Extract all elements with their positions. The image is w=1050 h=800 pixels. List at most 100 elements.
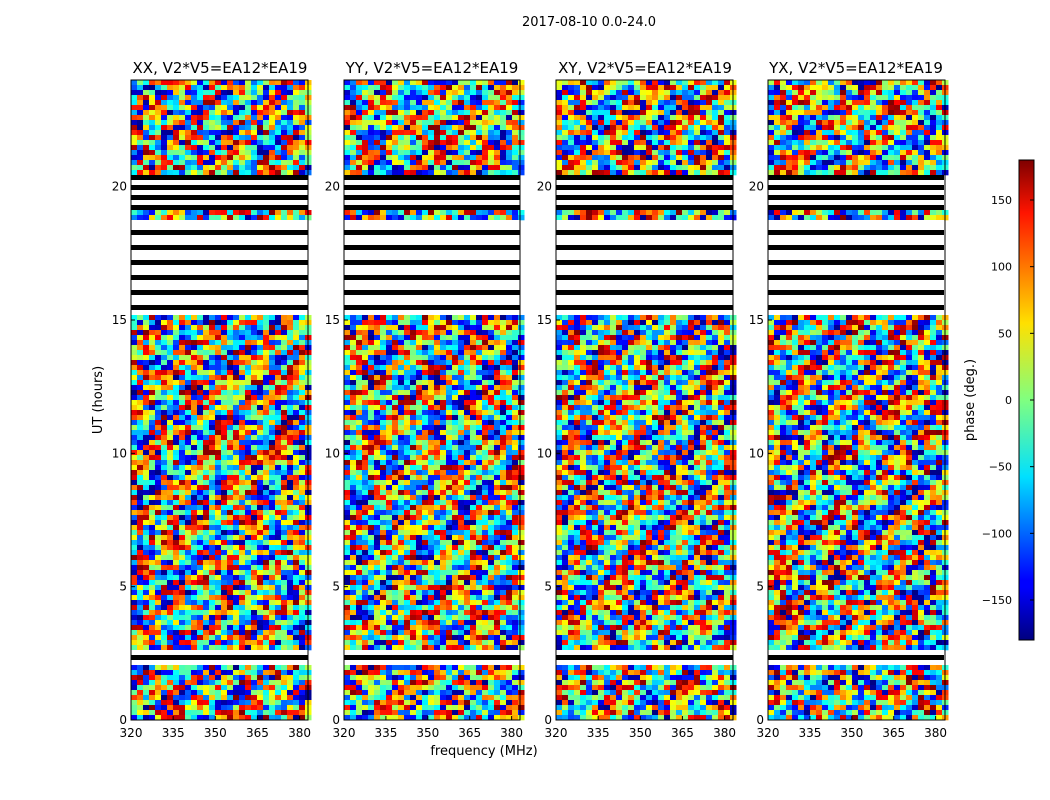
heatmap-row bbox=[344, 270, 520, 275]
heatmap-cell bbox=[287, 545, 294, 551]
heatmap-cell bbox=[299, 625, 306, 631]
heatmap-cell bbox=[398, 345, 405, 351]
heatmap-cell bbox=[281, 675, 288, 681]
heatmap-cell bbox=[512, 155, 519, 161]
y-tick-label: 10 bbox=[112, 446, 127, 460]
heatmap-cell bbox=[221, 335, 228, 341]
heatmap-cell bbox=[482, 505, 489, 511]
heatmap-cell bbox=[281, 565, 288, 571]
heatmap-cell bbox=[494, 100, 501, 106]
heatmap-cell bbox=[281, 570, 288, 576]
heatmap-cell bbox=[293, 565, 300, 571]
heatmap-cell bbox=[239, 685, 246, 691]
heatmap-cell bbox=[416, 140, 423, 146]
heatmap-cell bbox=[470, 130, 477, 136]
heatmap-cell bbox=[356, 110, 363, 116]
heatmap-cell bbox=[299, 690, 306, 696]
heatmap-cell bbox=[263, 645, 270, 651]
heatmap-cell bbox=[185, 460, 192, 466]
heatmap-cell bbox=[173, 580, 180, 586]
heatmap-cell bbox=[179, 365, 186, 371]
heatmap-cell bbox=[269, 395, 276, 401]
heatmap-row bbox=[131, 650, 308, 655]
heatmap-cell bbox=[470, 110, 477, 116]
heatmap-cell bbox=[422, 110, 429, 116]
heatmap-cell bbox=[344, 530, 351, 536]
heatmap-cell bbox=[221, 710, 228, 716]
heatmap-cell bbox=[179, 320, 186, 326]
heatmap-cell bbox=[392, 510, 399, 516]
heatmap-cell bbox=[215, 595, 222, 601]
heatmap-cell bbox=[269, 135, 276, 141]
heatmap-cell bbox=[155, 95, 162, 101]
heatmap-cell bbox=[239, 580, 246, 586]
heatmap-cell bbox=[362, 105, 369, 111]
heatmap-cell bbox=[362, 385, 369, 391]
heatmap-cell bbox=[203, 345, 210, 351]
heatmap-cell bbox=[299, 675, 306, 681]
heatmap-cell bbox=[512, 475, 519, 481]
heatmap-cell bbox=[209, 90, 216, 96]
heatmap-cell bbox=[251, 620, 258, 626]
heatmap-cell bbox=[380, 365, 387, 371]
heatmap-cell bbox=[380, 100, 387, 106]
heatmap-cell bbox=[137, 125, 144, 131]
heatmap-cell bbox=[197, 390, 204, 396]
heatmap-cell bbox=[518, 320, 525, 326]
heatmap-cell bbox=[179, 385, 186, 391]
heatmap-cell bbox=[299, 385, 306, 391]
heatmap-cell bbox=[293, 510, 300, 516]
heatmap-cell bbox=[221, 140, 228, 146]
heatmap-cell bbox=[233, 575, 240, 581]
heatmap-cell bbox=[269, 715, 276, 721]
heatmap-cell bbox=[161, 365, 168, 371]
heatmap-cell bbox=[257, 600, 264, 606]
heatmap-cell bbox=[209, 80, 216, 86]
heatmap-cell bbox=[155, 640, 162, 646]
heatmap-cell bbox=[131, 460, 138, 466]
heatmap-cell bbox=[233, 590, 240, 596]
heatmap-cell bbox=[197, 415, 204, 421]
heatmap-cell bbox=[410, 155, 417, 161]
heatmap-cell bbox=[287, 90, 294, 96]
heatmap-cell bbox=[368, 155, 375, 161]
heatmap-cell bbox=[452, 415, 459, 421]
heatmap-cell bbox=[299, 165, 306, 171]
heatmap-cell bbox=[227, 400, 234, 406]
heatmap-cell bbox=[488, 515, 495, 521]
heatmap-cell bbox=[245, 350, 252, 356]
heatmap-cell bbox=[197, 635, 204, 641]
heatmap-cell bbox=[197, 160, 204, 166]
heatmap-cell bbox=[263, 415, 270, 421]
heatmap-cell bbox=[512, 430, 519, 436]
heatmap-cell bbox=[440, 515, 447, 521]
heatmap-cell bbox=[368, 455, 375, 461]
heatmap-cell bbox=[398, 375, 405, 381]
heatmap-cell bbox=[281, 695, 288, 701]
heatmap-cell bbox=[191, 345, 198, 351]
heatmap-cell bbox=[239, 385, 246, 391]
heatmap-cell bbox=[452, 320, 459, 326]
heatmap-cell bbox=[488, 350, 495, 356]
heatmap-cell bbox=[215, 465, 222, 471]
heatmap-cell bbox=[245, 515, 252, 521]
heatmap-cell bbox=[227, 710, 234, 716]
heatmap-cell bbox=[392, 130, 399, 136]
heatmap-cell bbox=[422, 340, 429, 346]
heatmap-cell bbox=[287, 160, 294, 166]
heatmap-cell bbox=[416, 335, 423, 341]
heatmap-cell bbox=[275, 435, 282, 441]
heatmap-cell bbox=[137, 640, 144, 646]
heatmap-cell bbox=[227, 685, 234, 691]
heatmap-cell bbox=[494, 320, 501, 326]
heatmap-cell bbox=[269, 385, 276, 391]
heatmap-cell bbox=[386, 480, 393, 486]
heatmap-cell bbox=[506, 125, 513, 131]
heatmap-cell bbox=[299, 635, 306, 641]
heatmap-cell bbox=[446, 370, 453, 376]
heatmap-cell bbox=[227, 525, 234, 531]
heatmap-cell bbox=[299, 210, 306, 216]
heatmap-cell bbox=[398, 525, 405, 531]
heatmap-cell bbox=[398, 120, 405, 126]
heatmap-cell bbox=[137, 580, 144, 586]
